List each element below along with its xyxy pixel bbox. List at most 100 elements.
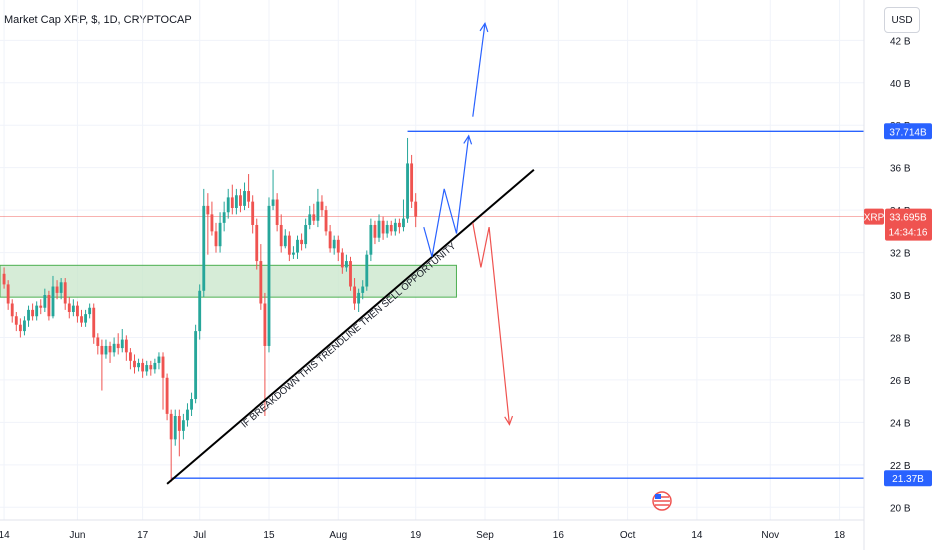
x-tick-label: 19 [410, 530, 422, 541]
candle-body [108, 345, 112, 353]
symbol-tag [864, 208, 884, 225]
candle-body [292, 252, 295, 255]
x-tick-label: 14 [691, 530, 703, 541]
candle-body [88, 307, 92, 315]
axes: 42 B40 B38 B36 B34 B32 B30 B28 B26 B24 B… [0, 0, 911, 550]
candle-body [353, 286, 356, 304]
levels [0, 130, 864, 479]
candle-body [222, 212, 226, 223]
candle-body [100, 345, 104, 355]
candle-body [51, 286, 55, 317]
candle-body [177, 416, 181, 431]
candle-body [377, 220, 381, 238]
x-tick-label: 18 [834, 530, 846, 541]
candles [2, 137, 418, 482]
candle-body [6, 284, 10, 304]
x-tick-label: Jun [69, 530, 85, 541]
candle-body [206, 205, 210, 215]
candle-body [402, 218, 405, 228]
y-tick-label: 22 B [890, 461, 911, 472]
candle-body [76, 305, 79, 317]
candle-body [112, 343, 116, 353]
symbol-label: XRP [864, 213, 885, 224]
candle-body [283, 235, 287, 247]
candle-body [181, 420, 185, 431]
candle-body [120, 339, 124, 349]
y-tick-label: 24 B [890, 418, 911, 429]
candle-body [43, 295, 47, 308]
y-tick-label: 28 B [890, 333, 911, 344]
candle-body [218, 222, 222, 247]
candle-body [312, 214, 316, 221]
candle-body [365, 254, 369, 287]
chart-title: Market Cap XRP, $, 1D, CRYPTOCAP [4, 14, 192, 26]
candle-body [300, 239, 304, 245]
candle-body [332, 239, 336, 249]
candle-body [255, 224, 259, 262]
candle-body [263, 303, 267, 346]
candle-body [308, 214, 312, 225]
candle-body [328, 231, 332, 249]
candle-body [344, 261, 348, 268]
candle-body [173, 416, 177, 440]
y-tick-label: 36 B [890, 164, 911, 175]
x-tick-label: 14 [0, 530, 10, 541]
x-tick-label: 15 [263, 530, 275, 541]
projection-arrowhead [463, 134, 473, 145]
level-price-tag [884, 470, 932, 487]
candle-body [369, 224, 373, 255]
candle-body [296, 239, 299, 253]
candle-body [14, 316, 18, 325]
candle-body [157, 356, 161, 363]
candle-body [320, 201, 324, 211]
candle-body [210, 214, 214, 232]
candle-body [194, 331, 198, 400]
level-price-label: 21.37B [892, 474, 924, 485]
y-tick-label: 30 B [890, 291, 911, 302]
candle-body [47, 295, 51, 317]
candle-body [414, 201, 418, 217]
candle-body [165, 377, 169, 414]
x-tick-label: Aug [329, 530, 347, 541]
candle-body [336, 239, 340, 253]
candle-body [340, 252, 344, 268]
candle-body [27, 309, 30, 321]
projection-arrowhead [479, 21, 489, 33]
candle-body [349, 261, 352, 287]
projection-path [423, 135, 470, 257]
y-tick-label: 20 B [890, 503, 911, 514]
support-zone [0, 264, 457, 298]
candle-body [373, 224, 377, 238]
candle-body [149, 365, 153, 370]
current-price-label: 33.695B [889, 213, 927, 224]
candle-body [259, 261, 263, 304]
candle-body [96, 337, 100, 346]
x-tick-label: Oct [620, 530, 636, 541]
level-price-tag [884, 123, 932, 140]
candle-body [71, 305, 75, 312]
candle-body [214, 231, 218, 247]
candle-body [385, 224, 389, 234]
candle-body [161, 356, 165, 378]
candle-body [23, 320, 26, 332]
candle-body [239, 195, 242, 206]
candle-body [141, 362, 145, 372]
candle-body [267, 205, 271, 346]
candle-body [287, 235, 291, 255]
candle-body [316, 201, 320, 221]
candle-body [80, 316, 83, 323]
currency-button[interactable]: USD [884, 7, 920, 33]
candle-body [251, 201, 255, 225]
candle-body [35, 305, 39, 317]
current-price-tag [885, 208, 932, 241]
drawings: IF BREAKDOWN THIS TRENDLINE THEN SELL OP… [166, 21, 535, 485]
candle-body [116, 343, 120, 349]
countdown-label: 14:34:16 [889, 228, 928, 239]
candle-body [186, 409, 189, 421]
candle-body [247, 191, 251, 202]
candle-body [59, 282, 63, 293]
candle-body [104, 345, 108, 355]
candle-body [169, 413, 173, 440]
candle-body [406, 163, 409, 219]
